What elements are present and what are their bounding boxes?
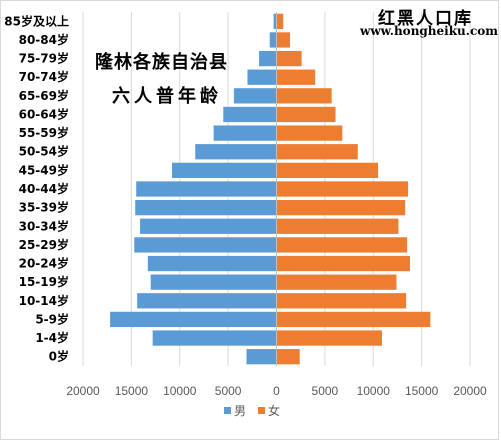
- bar-female-13: [276, 255, 411, 272]
- bar-male-18: [246, 349, 277, 365]
- x-tick-label-3: 5000: [215, 384, 242, 398]
- bar-male-17: [152, 330, 277, 346]
- bar-female-6: [276, 125, 343, 141]
- bar-male-16: [110, 311, 277, 328]
- category-label-0: 85岁及以上: [4, 13, 69, 28]
- bar-female-3: [276, 69, 316, 85]
- category-label-15: 10-14岁: [19, 293, 69, 308]
- bar-male-14: [150, 274, 277, 290]
- bar-male-2: [259, 50, 277, 67]
- bar-female-10: [276, 199, 406, 216]
- x-tick-label-5: 5000: [312, 384, 339, 398]
- x-tick-label-0: 20000: [66, 384, 100, 398]
- category-label-10: 35-39岁: [19, 200, 69, 215]
- category-label-17: 1-4岁: [35, 330, 69, 345]
- category-label-13: 20-24岁: [19, 256, 69, 271]
- bar-male-7: [195, 144, 277, 160]
- x-tick-label-1: 15000: [115, 384, 149, 398]
- bar-male-13: [147, 255, 277, 272]
- legend-item-male: 男: [224, 402, 246, 419]
- legend-item-female: 女: [258, 402, 280, 419]
- chart-title-line-2: 六人普年龄: [112, 86, 222, 107]
- chart-title-line-1: 隆林各族自治县: [95, 52, 228, 73]
- bar-female-14: [276, 274, 397, 290]
- category-label-5: 60-64岁: [19, 106, 69, 121]
- chart-legend: 男 女: [224, 402, 280, 419]
- bar-female-18: [276, 349, 300, 365]
- x-tick-label-6: 10000: [357, 384, 391, 398]
- category-label-16: 5-9岁: [35, 311, 69, 326]
- bar-male-15: [137, 293, 277, 309]
- watermark-url: www.hongheiku.com: [360, 24, 498, 38]
- category-label-14: 15-19岁: [19, 274, 69, 289]
- bar-male-6: [213, 125, 277, 141]
- bar-female-0: [276, 13, 284, 29]
- category-label-4: 65-69岁: [19, 88, 69, 103]
- category-label-2: 75-79岁: [19, 51, 69, 66]
- bar-female-7: [276, 144, 358, 160]
- category-label-8: 45-49岁: [19, 162, 69, 177]
- bar-male-11: [140, 218, 277, 234]
- bar-female-9: [276, 181, 409, 197]
- category-label-12: 25-29岁: [19, 237, 69, 252]
- legend-label-male: 男: [234, 404, 247, 418]
- bar-male-5: [223, 106, 277, 123]
- bar-male-9: [136, 181, 277, 197]
- bar-male-3: [247, 69, 277, 85]
- category-label-6: 55-59岁: [19, 125, 69, 140]
- x-tick-label-4: 0: [273, 384, 280, 398]
- bar-female-8: [276, 162, 379, 179]
- bar-female-16: [276, 311, 431, 328]
- category-label-9: 40-44岁: [19, 181, 69, 196]
- legend-swatch-male: [224, 407, 231, 414]
- bar-female-12: [276, 237, 408, 253]
- bar-female-17: [276, 330, 382, 346]
- bar-female-15: [276, 293, 407, 309]
- bar-male-12: [134, 237, 277, 253]
- x-tick-label-7: 15000: [405, 384, 439, 398]
- category-label-7: 50-54岁: [19, 144, 69, 159]
- bar-male-10: [135, 199, 277, 216]
- bar-male-8: [172, 162, 277, 179]
- bar-female-4: [276, 88, 332, 104]
- bar-female-11: [276, 218, 399, 234]
- bar-female-5: [276, 106, 336, 123]
- bar-female-1: [276, 32, 291, 48]
- legend-swatch-female: [258, 407, 266, 414]
- watermark-title: 红黑人口库: [378, 9, 473, 29]
- bar-male-1: [269, 32, 277, 48]
- category-label-11: 30-34岁: [19, 218, 69, 233]
- x-tick-label-2: 10000: [163, 384, 197, 398]
- category-label-1: 80-84岁: [19, 32, 69, 47]
- bar-male-4: [233, 88, 277, 104]
- x-tick-label-8: 20000: [453, 384, 487, 398]
- bar-male-0: [273, 13, 277, 29]
- legend-label-female: 女: [268, 404, 281, 418]
- category-label-18: 0岁: [49, 349, 69, 364]
- bar-female-2: [276, 50, 302, 67]
- category-label-3: 70-74岁: [19, 69, 69, 84]
